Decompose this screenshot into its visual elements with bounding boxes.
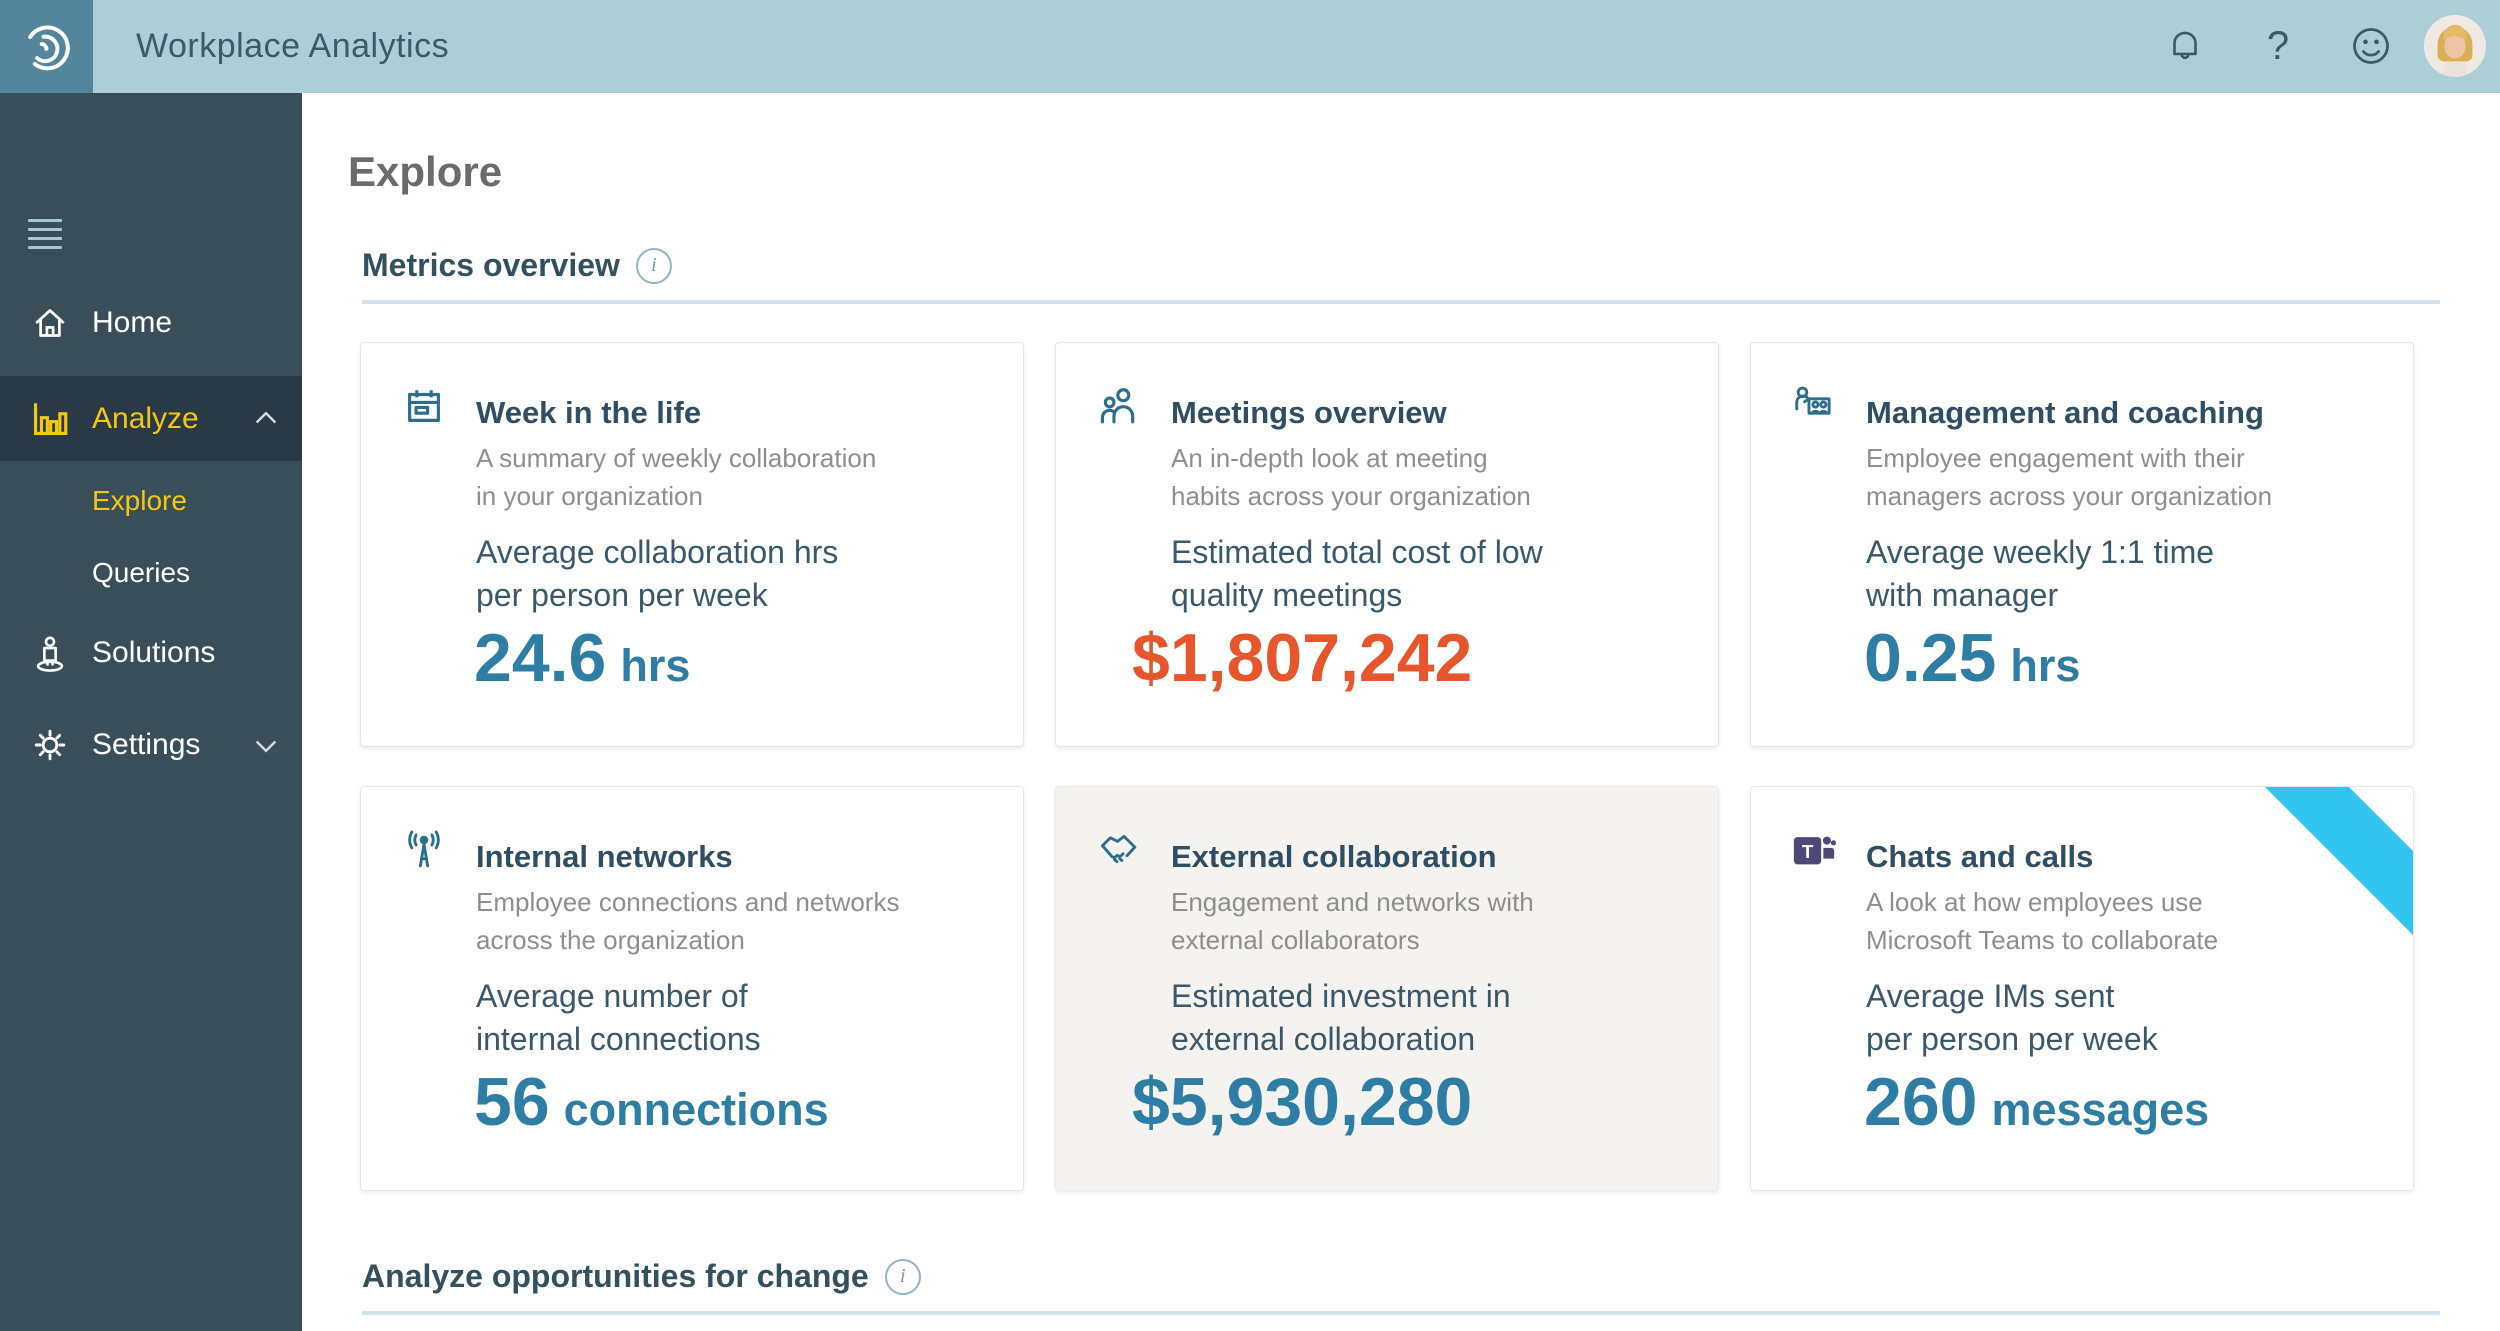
metric-value: 56 connections (474, 1064, 829, 1140)
sidebar-nav: Home Analyze Explore Queries (0, 93, 302, 1331)
sidebar-item-label: Settings (92, 728, 201, 761)
card-title: Meetings overview (1171, 395, 1447, 430)
card-chats-and-calls[interactable]: T Chats and calls A look at how employee… (1750, 786, 2414, 1191)
sidebar-item-home[interactable]: Home (0, 286, 302, 360)
chevron-up-icon (252, 405, 280, 433)
people-icon (1096, 383, 1142, 429)
sidebar-item-settings[interactable]: Settings (0, 705, 302, 785)
metric-label: Average number of internal connections (476, 978, 761, 1057)
card-title: Chats and calls (1866, 839, 2094, 874)
person-spotlight-icon (28, 631, 72, 675)
metric-unit: messages (1991, 1084, 2210, 1135)
workplace-analytics-logo-icon (27, 25, 70, 70)
sidebar-item-explore[interactable]: Explore (92, 485, 187, 516)
network-tower-icon (401, 827, 447, 873)
gear-icon (28, 723, 72, 767)
card-description: A summary of weekly collaboration in you… (476, 443, 877, 511)
section-metrics-overview: Metrics overview i (362, 247, 672, 284)
section-divider (362, 1311, 2440, 1315)
metric-label: Estimated investment in external collabo… (1171, 978, 1511, 1057)
app-title: Workplace Analytics (136, 27, 450, 65)
card-title: Week in the life (476, 395, 702, 430)
metric-unit: connections (563, 1084, 829, 1135)
card-description: Employee connections and networks across… (476, 887, 900, 955)
card-description: Employee engagement with their managers … (1866, 443, 2273, 511)
main-content: Explore Metrics overview i Week in the l… (302, 93, 2500, 1331)
help-icon[interactable]: ? (2254, 22, 2302, 70)
sidebar-item-label: Home (92, 306, 173, 339)
top-bar: Workplace Analytics ? (0, 0, 2500, 93)
metric-label: Average weekly 1:1 time with manager (1866, 534, 2215, 613)
card-title: External collaboration (1171, 839, 1497, 874)
sidebar-item-label: Analyze (92, 401, 199, 435)
section-analyze-opportunities: Analyze opportunities for change i (362, 1258, 921, 1295)
sidebar-item-label: Solutions (92, 636, 216, 669)
info-icon[interactable]: i (884, 1258, 921, 1295)
page-title: Explore (348, 148, 503, 195)
card-management-and-coaching[interactable]: Management and coaching Employee engagem… (1750, 342, 2414, 747)
card-description: A look at how employees use Microsoft Te… (1866, 887, 2219, 955)
section-divider (362, 300, 2440, 304)
menu-hamburger-icon[interactable] (28, 219, 62, 249)
card-title: Management and coaching (1866, 395, 2264, 430)
help-glyph: ? (2266, 23, 2290, 68)
metric-label: Average collaboration hrs per person per… (476, 534, 839, 613)
svg-text:T: T (1802, 841, 1814, 862)
metric-value: $1,807,242 (1132, 620, 1473, 696)
bar-chart-icon (28, 397, 72, 441)
metric-label: Average IMs sent per person per week (1866, 978, 2158, 1057)
app-logo[interactable] (0, 0, 93, 93)
metric-value: $5,930,280 (1132, 1064, 1473, 1140)
metric-unit: hrs (2010, 640, 2081, 691)
feedback-smiley-icon[interactable] (2347, 22, 2395, 70)
home-icon (28, 301, 72, 345)
metric-unit: hrs (620, 640, 691, 691)
chevron-down-icon (252, 731, 280, 759)
card-title: Internal networks (476, 839, 733, 874)
sidebar-item-queries[interactable]: Queries (92, 557, 191, 588)
calendar-icon (401, 383, 447, 429)
card-internal-networks[interactable]: Internal networks Employee connections a… (360, 786, 1024, 1191)
user-avatar[interactable] (2424, 15, 2486, 77)
card-description: An in-depth look at meeting habits acros… (1171, 443, 1531, 511)
sidebar-item-analyze[interactable]: Analyze (0, 376, 302, 461)
sidebar-item-solutions[interactable]: Solutions (0, 615, 302, 691)
teams-icon: T (1791, 827, 1837, 873)
metric-value: 0.25 hrs (1864, 620, 2081, 696)
metric-label: Estimated total cost of low quality meet… (1171, 534, 1543, 613)
card-description: Engagement and networks with external co… (1171, 887, 1534, 955)
section-title: Analyze opportunities for change (362, 1258, 869, 1294)
handshake-icon (1096, 827, 1142, 873)
card-external-collaboration[interactable]: External collaboration Engagement and ne… (1055, 786, 1719, 1191)
section-title: Metrics overview (362, 247, 620, 283)
card-meetings-overview[interactable]: Meetings overview An in-depth look at me… (1055, 342, 1719, 747)
card-week-in-the-life[interactable]: Week in the life A summary of weekly col… (360, 342, 1024, 747)
metric-value: 260 messages (1864, 1064, 2210, 1140)
coaching-icon (1791, 383, 1837, 429)
info-icon[interactable]: i (635, 247, 672, 284)
notifications-bell-icon[interactable] (2161, 22, 2209, 70)
metric-value: 24.6 hrs (474, 620, 691, 696)
